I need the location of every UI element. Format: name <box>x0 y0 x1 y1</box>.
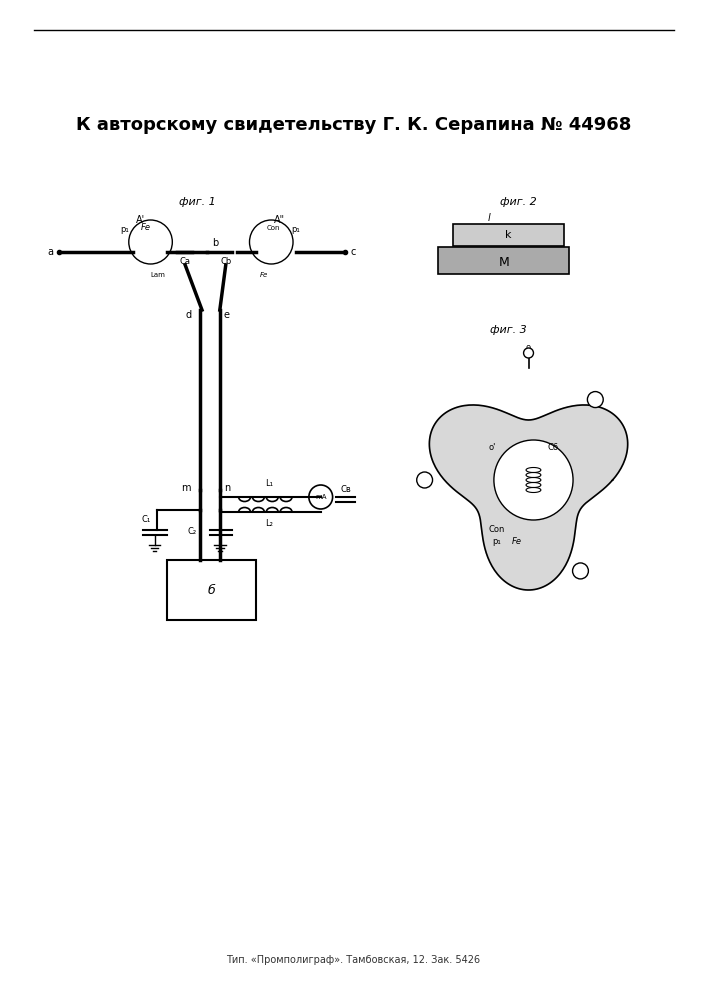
Text: m: m <box>180 483 190 493</box>
Text: A': A' <box>136 215 145 225</box>
Text: M: M <box>498 255 509 268</box>
Text: б: б <box>208 584 216 596</box>
Circle shape <box>573 563 588 579</box>
Text: Ca: Ca <box>180 257 191 266</box>
Circle shape <box>588 392 603 408</box>
Text: Cb: Cb <box>220 257 231 266</box>
Circle shape <box>524 348 534 358</box>
Text: фиг. 2: фиг. 2 <box>501 197 537 207</box>
Text: Lam: Lam <box>150 272 165 278</box>
Text: фиг. 3: фиг. 3 <box>491 325 527 335</box>
Text: o: o <box>526 344 531 353</box>
Text: p₁: p₁ <box>291 226 300 234</box>
Text: Тип. «Промполиграф». Тамбовская, 12. Зак. 5426: Тип. «Промполиграф». Тамбовская, 12. Зак… <box>226 955 481 965</box>
Circle shape <box>416 472 433 488</box>
Text: Cб: Cб <box>548 442 559 452</box>
FancyBboxPatch shape <box>453 224 564 246</box>
Text: mA: mA <box>315 494 327 500</box>
Text: Fe: Fe <box>512 538 522 546</box>
Text: c: c <box>351 247 356 257</box>
Text: k: k <box>506 230 512 240</box>
Text: p₁: p₁ <box>120 226 129 234</box>
Text: o': o' <box>489 442 496 452</box>
Text: p₁: p₁ <box>493 538 501 546</box>
Text: Fe: Fe <box>141 224 151 232</box>
Text: Fe: Fe <box>260 272 269 278</box>
Text: L₁: L₁ <box>265 479 274 488</box>
Text: L₂: L₂ <box>265 518 273 528</box>
Text: фиг. 1: фиг. 1 <box>179 197 216 207</box>
Bar <box>168 560 257 620</box>
Text: C₁: C₁ <box>141 516 151 524</box>
Text: n: n <box>224 483 230 493</box>
Text: l: l <box>488 213 491 223</box>
Text: d: d <box>186 310 192 320</box>
Text: Cв: Cв <box>340 486 351 494</box>
Text: a: a <box>47 247 54 257</box>
FancyBboxPatch shape <box>438 247 569 274</box>
Text: e: e <box>224 310 230 320</box>
Text: Con: Con <box>489 526 505 534</box>
Text: C₂: C₂ <box>188 528 197 536</box>
Polygon shape <box>429 405 628 590</box>
Text: b: b <box>211 238 218 248</box>
Text: A": A" <box>274 215 285 225</box>
Text: Con: Con <box>267 225 280 231</box>
Circle shape <box>494 440 573 520</box>
Text: К авторскому свидетельству Г. К. Серапина № 44968: К авторскому свидетельству Г. К. Серапин… <box>76 116 631 134</box>
